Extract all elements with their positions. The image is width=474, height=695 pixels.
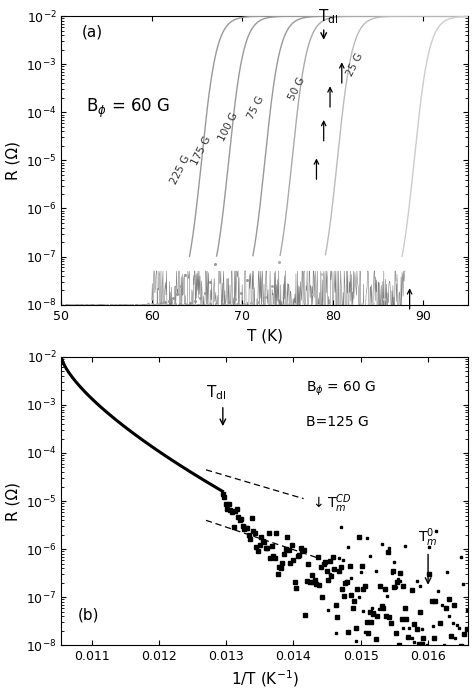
Text: T$_m^0$: T$_m^0$ xyxy=(419,527,438,549)
Text: (a): (a) xyxy=(82,25,103,40)
X-axis label: 1/T (K$^{-1}$): 1/T (K$^{-1}$) xyxy=(231,669,299,689)
Text: B$_\phi$ = 60 G: B$_\phi$ = 60 G xyxy=(86,97,170,120)
Text: T$_{\rm dl}$: T$_{\rm dl}$ xyxy=(318,7,338,26)
Text: 225 G: 225 G xyxy=(169,154,192,186)
Text: 75 G: 75 G xyxy=(246,95,266,121)
X-axis label: T (K): T (K) xyxy=(247,328,283,343)
Y-axis label: R (Ω): R (Ω) xyxy=(6,482,20,521)
Text: 50 G: 50 G xyxy=(287,75,307,101)
Text: B=125 G: B=125 G xyxy=(306,414,368,429)
Text: 175 G: 175 G xyxy=(190,135,213,167)
Text: T$_{\rm dl}$: T$_{\rm dl}$ xyxy=(206,384,226,402)
Text: 100 G: 100 G xyxy=(217,111,240,143)
Text: B$_\phi$ = 60 G: B$_\phi$ = 60 G xyxy=(306,380,376,398)
Text: (b): (b) xyxy=(78,607,99,622)
Text: $\downarrow$T$_m^{CD}$: $\downarrow$T$_m^{CD}$ xyxy=(310,493,352,516)
Text: 25 G: 25 G xyxy=(346,51,365,77)
Y-axis label: R (Ω): R (Ω) xyxy=(6,141,20,180)
